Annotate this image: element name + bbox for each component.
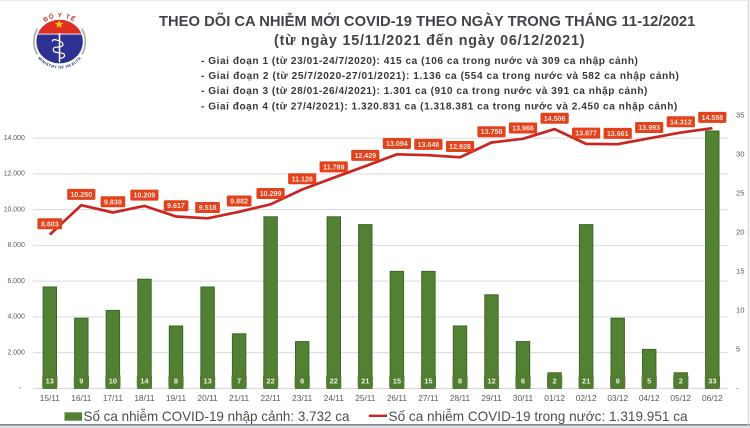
svg-text:9.839: 9.839 xyxy=(104,198,122,206)
svg-text:13.094: 13.094 xyxy=(386,140,408,148)
svg-text:35: 35 xyxy=(736,111,744,120)
svg-text:THEO DÕI CA NHIỄM MỚI COVID-19: THEO DÕI CA NHIỄM MỚI COVID-19 THEO NGÀY… xyxy=(159,12,695,30)
svg-text:- Giai đoạn 4 (từ 27/4/2021):: - Giai đoạn 4 (từ 27/4/2021): 1.320.831 … xyxy=(201,101,678,112)
svg-text:25/11: 25/11 xyxy=(355,393,376,403)
svg-text:5: 5 xyxy=(736,345,740,354)
svg-text:25: 25 xyxy=(736,189,744,198)
svg-text:9.518: 9.518 xyxy=(199,204,217,212)
svg-text:13.677: 13.677 xyxy=(575,130,597,138)
svg-text:33: 33 xyxy=(708,377,716,386)
svg-text:13.661: 13.661 xyxy=(607,130,629,138)
svg-text:8: 8 xyxy=(458,377,462,386)
svg-text:02/12: 02/12 xyxy=(576,393,597,403)
svg-text:5: 5 xyxy=(647,377,651,386)
svg-text:4.000: 4.000 xyxy=(8,314,25,321)
svg-text:05/12: 05/12 xyxy=(670,393,691,403)
svg-text:- Giai đoạn 1 (từ 23/01-24/7/2: - Giai đoạn 1 (từ 23/01-24/7/2020): 415 … xyxy=(201,56,638,67)
svg-text:16/11: 16/11 xyxy=(71,393,92,403)
svg-text:20/11: 20/11 xyxy=(198,393,219,403)
svg-text:21/11: 21/11 xyxy=(229,393,250,403)
svg-text:13.966: 13.966 xyxy=(512,125,534,133)
svg-text:14.506: 14.506 xyxy=(544,115,566,123)
svg-text:10.250: 10.250 xyxy=(70,191,92,199)
svg-text:13.758: 13.758 xyxy=(481,128,503,136)
svg-text:2: 2 xyxy=(679,377,683,386)
svg-text:12.928: 12.928 xyxy=(449,143,471,151)
svg-text:29/11: 29/11 xyxy=(481,393,502,403)
svg-text:14: 14 xyxy=(140,377,149,386)
svg-text:12: 12 xyxy=(487,377,495,386)
svg-text:9: 9 xyxy=(616,377,620,386)
svg-text:7: 7 xyxy=(237,377,241,386)
svg-text:21: 21 xyxy=(361,377,369,386)
svg-text:14.000: 14.000 xyxy=(4,135,25,142)
svg-text:14.312: 14.312 xyxy=(670,118,692,126)
svg-text:22/11: 22/11 xyxy=(261,393,282,403)
svg-text:2.000: 2.000 xyxy=(8,349,25,356)
svg-text:15: 15 xyxy=(393,377,401,386)
svg-text:26/11: 26/11 xyxy=(387,393,408,403)
svg-text:8: 8 xyxy=(174,377,178,386)
svg-text:2: 2 xyxy=(553,377,557,386)
svg-text:9.617: 9.617 xyxy=(167,202,185,210)
svg-text:10: 10 xyxy=(109,377,117,386)
svg-text:12.429: 12.429 xyxy=(354,152,376,160)
svg-text:11.789: 11.789 xyxy=(323,163,344,171)
svg-text:11.126: 11.126 xyxy=(292,175,313,183)
svg-text:15: 15 xyxy=(736,267,744,276)
svg-text:18/11: 18/11 xyxy=(134,393,155,403)
svg-text:10.299: 10.299 xyxy=(260,190,282,198)
svg-text:13: 13 xyxy=(46,377,54,386)
svg-text:(từ ngày 15/11/2021 đến ngày 0: (từ ngày 15/11/2021 đến ngày 06/12/2021) xyxy=(274,33,585,49)
svg-text:15/11: 15/11 xyxy=(40,393,61,403)
svg-text:13: 13 xyxy=(203,377,211,386)
svg-text:6.000: 6.000 xyxy=(8,278,25,285)
svg-text:6: 6 xyxy=(521,377,525,386)
svg-text:10.209: 10.209 xyxy=(134,192,156,200)
svg-text:-: - xyxy=(736,384,739,393)
svg-text:6: 6 xyxy=(300,377,304,386)
svg-text:- Giai đoạn 2 (từ 25/7/2020-27: - Giai đoạn 2 (từ 25/7/2020-27/01/2021):… xyxy=(201,71,679,82)
svg-text:-: - xyxy=(19,385,21,392)
svg-text:- Giai đoạn 3 (từ 28/01-26/4/2: - Giai đoạn 3 (từ 28/01-26/4/2021): 1.30… xyxy=(201,86,648,97)
svg-text:03/12: 03/12 xyxy=(607,393,628,403)
svg-text:06/12: 06/12 xyxy=(702,393,723,403)
svg-text:15: 15 xyxy=(424,377,432,386)
svg-text:28/11: 28/11 xyxy=(450,393,471,403)
svg-text:27/11: 27/11 xyxy=(418,393,439,403)
svg-text:10.000: 10.000 xyxy=(4,206,25,213)
svg-text:8.603: 8.603 xyxy=(41,220,59,228)
svg-text:22: 22 xyxy=(266,377,274,386)
svg-text:30/11: 30/11 xyxy=(513,393,534,403)
svg-text:13.048: 13.048 xyxy=(418,141,440,149)
svg-text:Số ca nhiễm COVID-19 nhập cảnh: Số ca nhiễm COVID-19 nhập cảnh: 3.732 ca xyxy=(84,409,350,424)
svg-text:9.882: 9.882 xyxy=(230,198,248,206)
svg-text:04/12: 04/12 xyxy=(639,393,660,403)
svg-text:24/11: 24/11 xyxy=(324,393,345,403)
svg-text:14.558: 14.558 xyxy=(702,114,724,122)
svg-text:12.000: 12.000 xyxy=(4,171,25,178)
svg-text:Số ca nhiễm COVID-19 trong nướ: Số ca nhiễm COVID-19 trong nước: 1.319.9… xyxy=(389,409,689,424)
svg-text:10: 10 xyxy=(736,306,744,315)
svg-text:23/11: 23/11 xyxy=(292,393,313,403)
svg-text:01/12: 01/12 xyxy=(544,393,565,403)
svg-text:17/11: 17/11 xyxy=(103,393,124,403)
svg-text:30: 30 xyxy=(736,150,744,159)
svg-text:19/11: 19/11 xyxy=(166,393,187,403)
svg-text:21: 21 xyxy=(582,377,590,386)
svg-text:8.000: 8.000 xyxy=(8,242,25,249)
svg-text:20: 20 xyxy=(736,228,744,237)
svg-text:13.993: 13.993 xyxy=(638,124,660,132)
svg-text:9: 9 xyxy=(79,377,83,386)
svg-text:22: 22 xyxy=(330,377,338,386)
